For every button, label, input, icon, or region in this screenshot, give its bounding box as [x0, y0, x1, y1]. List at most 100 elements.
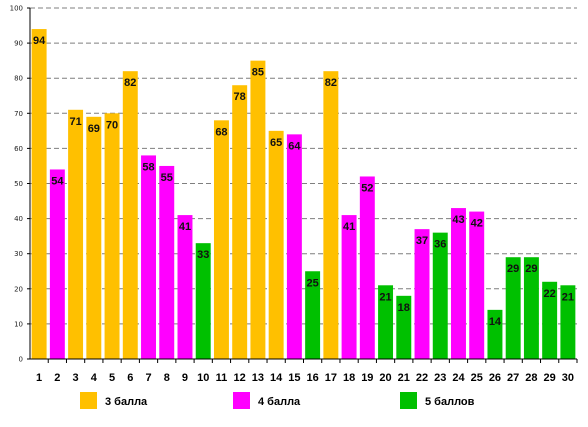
data-label: 82 [124, 77, 136, 89]
legend-swatch [233, 392, 250, 409]
bar [195, 243, 211, 359]
bar [432, 232, 448, 359]
data-label: 29 [507, 263, 519, 275]
y-tick-label: 10 [14, 320, 23, 328]
data-label: 69 [88, 123, 100, 135]
x-tick-label: 8 [164, 372, 170, 384]
data-label: 94 [33, 35, 46, 47]
data-label: 37 [416, 235, 428, 247]
bar [359, 176, 375, 359]
bar [286, 134, 302, 359]
x-tick-label: 29 [544, 372, 556, 384]
bar [487, 309, 503, 359]
legend-label: 3 балла [105, 396, 148, 408]
data-label: 14 [489, 316, 502, 328]
x-tick-label: 5 [109, 372, 115, 384]
y-tick-label: 70 [14, 110, 23, 118]
bar [469, 211, 485, 359]
data-label: 43 [452, 214, 464, 226]
x-tick-label: 18 [343, 372, 355, 384]
bar [305, 271, 321, 359]
y-axis: 0 10 20 30 40 50 60 70 80 90 100 [10, 5, 31, 364]
x-tick-label: 24 [452, 372, 465, 384]
data-label: 29 [525, 263, 537, 275]
data-label: 52 [361, 182, 373, 194]
y-tick-label: 50 [14, 180, 23, 188]
x-tick-label: 13 [252, 372, 264, 384]
bar [378, 285, 394, 359]
y-tick-label: 100 [10, 5, 23, 13]
y-tick-label: 20 [14, 285, 23, 293]
grid-lines [30, 7, 577, 325]
bar [323, 71, 339, 360]
bar [213, 120, 229, 359]
x-tick-label: 21 [398, 372, 410, 384]
x-tick-label: 7 [145, 372, 151, 384]
bar [31, 29, 47, 360]
y-tick-label: 60 [14, 145, 23, 153]
bar [542, 281, 558, 359]
x-tick-label: 9 [182, 372, 188, 384]
data-label: 36 [434, 239, 446, 251]
data-label: 42 [471, 218, 483, 230]
data-label: 55 [161, 172, 173, 184]
data-label: 58 [142, 161, 154, 173]
bar [451, 208, 466, 359]
x-tick-label: 23 [434, 372, 446, 384]
data-label: 33 [197, 249, 209, 261]
x-tick-label: 4 [91, 372, 98, 384]
bar [341, 215, 357, 359]
data-label: 68 [215, 126, 227, 138]
data-label: 21 [379, 291, 391, 303]
bar [86, 116, 102, 359]
x-tick-label: 26 [489, 372, 501, 384]
x-tick-label: 1 [36, 372, 42, 384]
bars: 94 54 71 69 70 82 58 55 41 33 68 78 85 65 64 25 82 41 52 21… [31, 29, 576, 360]
x-tick-label: 10 [197, 372, 209, 384]
data-label: 18 [398, 302, 410, 314]
data-label: 82 [325, 77, 337, 89]
legend-label: 4 балла [258, 396, 301, 408]
data-label: 21 [562, 291, 574, 303]
bar [232, 85, 248, 359]
y-tick-label: 80 [14, 75, 23, 83]
bar [122, 71, 138, 360]
x-tick-label: 20 [379, 372, 391, 384]
bar [141, 155, 156, 359]
bar [268, 130, 284, 359]
data-label: 41 [179, 221, 191, 233]
x-tick-label: 27 [507, 372, 519, 384]
data-label: 54 [51, 175, 64, 187]
data-label: 25 [306, 277, 318, 289]
data-label: 85 [252, 67, 264, 79]
bar [396, 295, 412, 359]
bar [177, 215, 193, 359]
x-tick-label: 15 [288, 372, 300, 384]
y-tick-label: 30 [14, 250, 23, 258]
legend-swatch [400, 392, 417, 409]
x-tick-label: 25 [471, 372, 483, 384]
bar [68, 109, 84, 359]
x-axis: 1 2 3 4 5 6 7 8 9 10 11 12 13 14 15 16 17 18 19 20 21 22 23 24 2… [30, 358, 578, 384]
bar [49, 169, 65, 359]
y-tick-label: 90 [14, 40, 23, 48]
bar [414, 229, 430, 359]
x-tick-label: 16 [306, 372, 318, 384]
data-label: 78 [234, 91, 246, 103]
data-label: 70 [106, 119, 118, 131]
data-label: 22 [544, 288, 556, 300]
x-tick-label: 19 [361, 372, 373, 384]
bar [104, 113, 120, 359]
bar [250, 60, 266, 360]
x-tick-label: 2 [54, 372, 60, 384]
x-tick-label: 3 [73, 372, 79, 384]
x-tick-label: 12 [234, 372, 246, 384]
bar [505, 257, 521, 359]
data-label: 64 [288, 140, 301, 152]
data-label: 71 [69, 116, 81, 128]
bar [560, 285, 576, 359]
x-tick-label: 17 [325, 372, 337, 384]
legend-label: 5 баллов [425, 396, 475, 408]
x-tick-label: 22 [416, 372, 428, 384]
